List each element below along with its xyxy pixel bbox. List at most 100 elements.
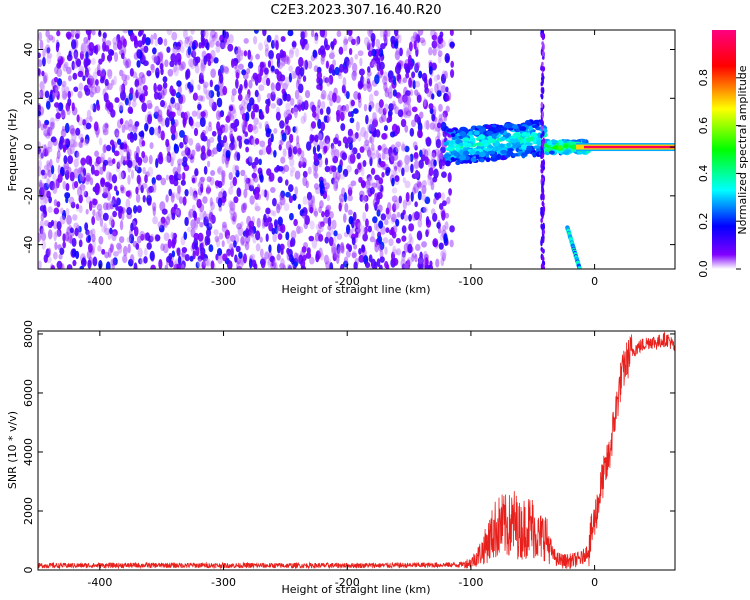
spectrogram-band-blob (470, 149, 476, 156)
spectrogram-noise-blob (113, 250, 119, 257)
spectrogram-noise-blob (435, 258, 440, 268)
spectrogram-band-blob (562, 143, 569, 149)
spectrogram-noise-blob (47, 169, 52, 178)
spectrogram-noise-blob (142, 60, 149, 67)
spectrogram-noise-blob (418, 70, 423, 79)
spectrogram-noise-blob (77, 167, 83, 175)
spectrogram-noise-blob (331, 42, 335, 51)
spectrogram-noise-blob (339, 243, 345, 253)
spectrogram-noise-blob (193, 194, 199, 202)
spectrogram-noise-blob (52, 184, 58, 194)
spectrogram-noise-blob (319, 108, 324, 115)
spectrogram-noise-blob (327, 216, 332, 227)
spectrogram-noise-blob (167, 68, 174, 77)
spectrogram-noise-blob (360, 166, 365, 177)
spectrogram-noise-blob (283, 109, 289, 118)
spectrogram-noise-blob (208, 121, 212, 128)
spectrogram-noise-blob (374, 238, 379, 248)
spectrogram-noise-blob (150, 34, 154, 45)
spectrogram-noise-blob (192, 210, 197, 219)
spectrogram-noise-blob (130, 169, 135, 180)
spectrogram-noise-blob (267, 137, 272, 147)
spectrogram-noise-blob (153, 127, 160, 136)
spectrogram-noise-blob (301, 41, 305, 50)
spectrogram-noise-blob (399, 47, 403, 57)
spectrogram-noise-blob (351, 252, 357, 259)
spectrogram-noise-blob (135, 243, 140, 250)
spectrogram-noise-blob (89, 229, 93, 238)
spectrogram-noise-blob (97, 63, 101, 74)
spectrogram-noise-blob (320, 93, 326, 100)
spectrogram-noise-blob (396, 160, 401, 167)
spectrogram-noise-blob (214, 31, 218, 39)
spectrogram-noise-blob (91, 233, 96, 243)
spectrogram-noise-blob (334, 176, 340, 184)
spectrogram-noise-blob (120, 52, 125, 60)
spectrogram-noise-blob (206, 222, 213, 231)
spectrogram-noise-blob (73, 222, 79, 229)
spectrogram-noise-blob (368, 104, 372, 112)
spectrogram-noise-blob (183, 231, 188, 240)
spectrogram-noise-blob (303, 112, 307, 123)
spectrogram-noise-blob (178, 196, 184, 204)
spectrogram-noise-blob (188, 41, 195, 48)
spectrogram-noise-blob (437, 219, 441, 230)
spectrogram-noise-blob (272, 210, 277, 217)
spectrogram-noise-blob (97, 208, 103, 218)
spectrogram-band-blob (451, 136, 457, 141)
spectrogram-noise-blob (378, 106, 384, 115)
spectrogram-noise-blob (177, 255, 182, 266)
spectrogram-noise-blob (395, 47, 401, 56)
spectrogram-noise-blob (195, 261, 200, 269)
spectrogram-noise-blob (425, 119, 430, 130)
spectrogram-noise-blob (170, 151, 176, 162)
spectrogram-noise-blob (414, 144, 418, 151)
spectrogram-noise-blob (270, 65, 275, 72)
spectrogram-band-blob (548, 150, 555, 155)
spectrogram-noise-blob (408, 77, 412, 88)
spectrogram-noise-blob (57, 173, 63, 184)
spectrogram-noise-blob (61, 80, 67, 88)
spectrogram-noise-blob (242, 240, 249, 247)
spectrogram-noise-blob (258, 108, 263, 115)
spectrogram-noise-blob (353, 243, 358, 250)
spectrogram-noise-blob (270, 91, 276, 102)
spectrogram-noise-blob (258, 42, 263, 51)
spectrogram-noise-blob (92, 256, 98, 267)
spectrogram-noise-blob (46, 126, 51, 137)
spectrogram-noise-blob (378, 220, 384, 229)
spectrogram-noise-blob (411, 71, 416, 79)
spectrogram-noise-blob (170, 124, 177, 135)
spectrogram-noise-blob (283, 164, 290, 173)
spectrogram-noise-blob (92, 239, 96, 250)
spectrogram-noise-blob (298, 160, 303, 169)
spectrogram-noise-blob (77, 232, 84, 239)
spectrogram-noise-blob (380, 213, 387, 221)
spectrogram-noise-blob (113, 75, 117, 86)
spectrogram-noise-blob (329, 64, 335, 72)
spectrogram-noise-blob (423, 149, 429, 158)
spectrogram-noise-blob (217, 197, 223, 208)
spectrogram-noise-blob (49, 117, 55, 127)
spectrogram-noise-blob (184, 147, 191, 156)
spectrogram-noise-blob (390, 35, 396, 45)
spectrogram-noise-blob (292, 107, 299, 116)
spectrogram-x-tick-label: -400 (87, 275, 112, 288)
spectrogram-noise-blob (286, 250, 291, 261)
spectrogram-noise-blob (330, 148, 335, 156)
spectrogram-noise-blob (303, 242, 309, 250)
spectrogram-noise-blob (413, 211, 420, 221)
spectrogram-noise-blob (200, 66, 205, 76)
spectrogram-noise-blob (165, 216, 171, 226)
spectrogram-noise-blob (270, 102, 277, 109)
spectrogram-noise-blob (40, 123, 45, 131)
spectrogram-noise-blob (164, 59, 169, 68)
spectrogram-noise-blob (150, 233, 155, 242)
spectrogram-noise-blob (383, 81, 388, 92)
spectrogram-noise-blob (448, 189, 452, 197)
spectrogram-band-blob (444, 160, 451, 167)
spectrogram-noise-blob (46, 54, 52, 65)
spectrogram-noise-blob (121, 73, 128, 82)
spectrogram-noise-blob (38, 89, 42, 99)
spectrogram-noise-blob (288, 212, 294, 221)
